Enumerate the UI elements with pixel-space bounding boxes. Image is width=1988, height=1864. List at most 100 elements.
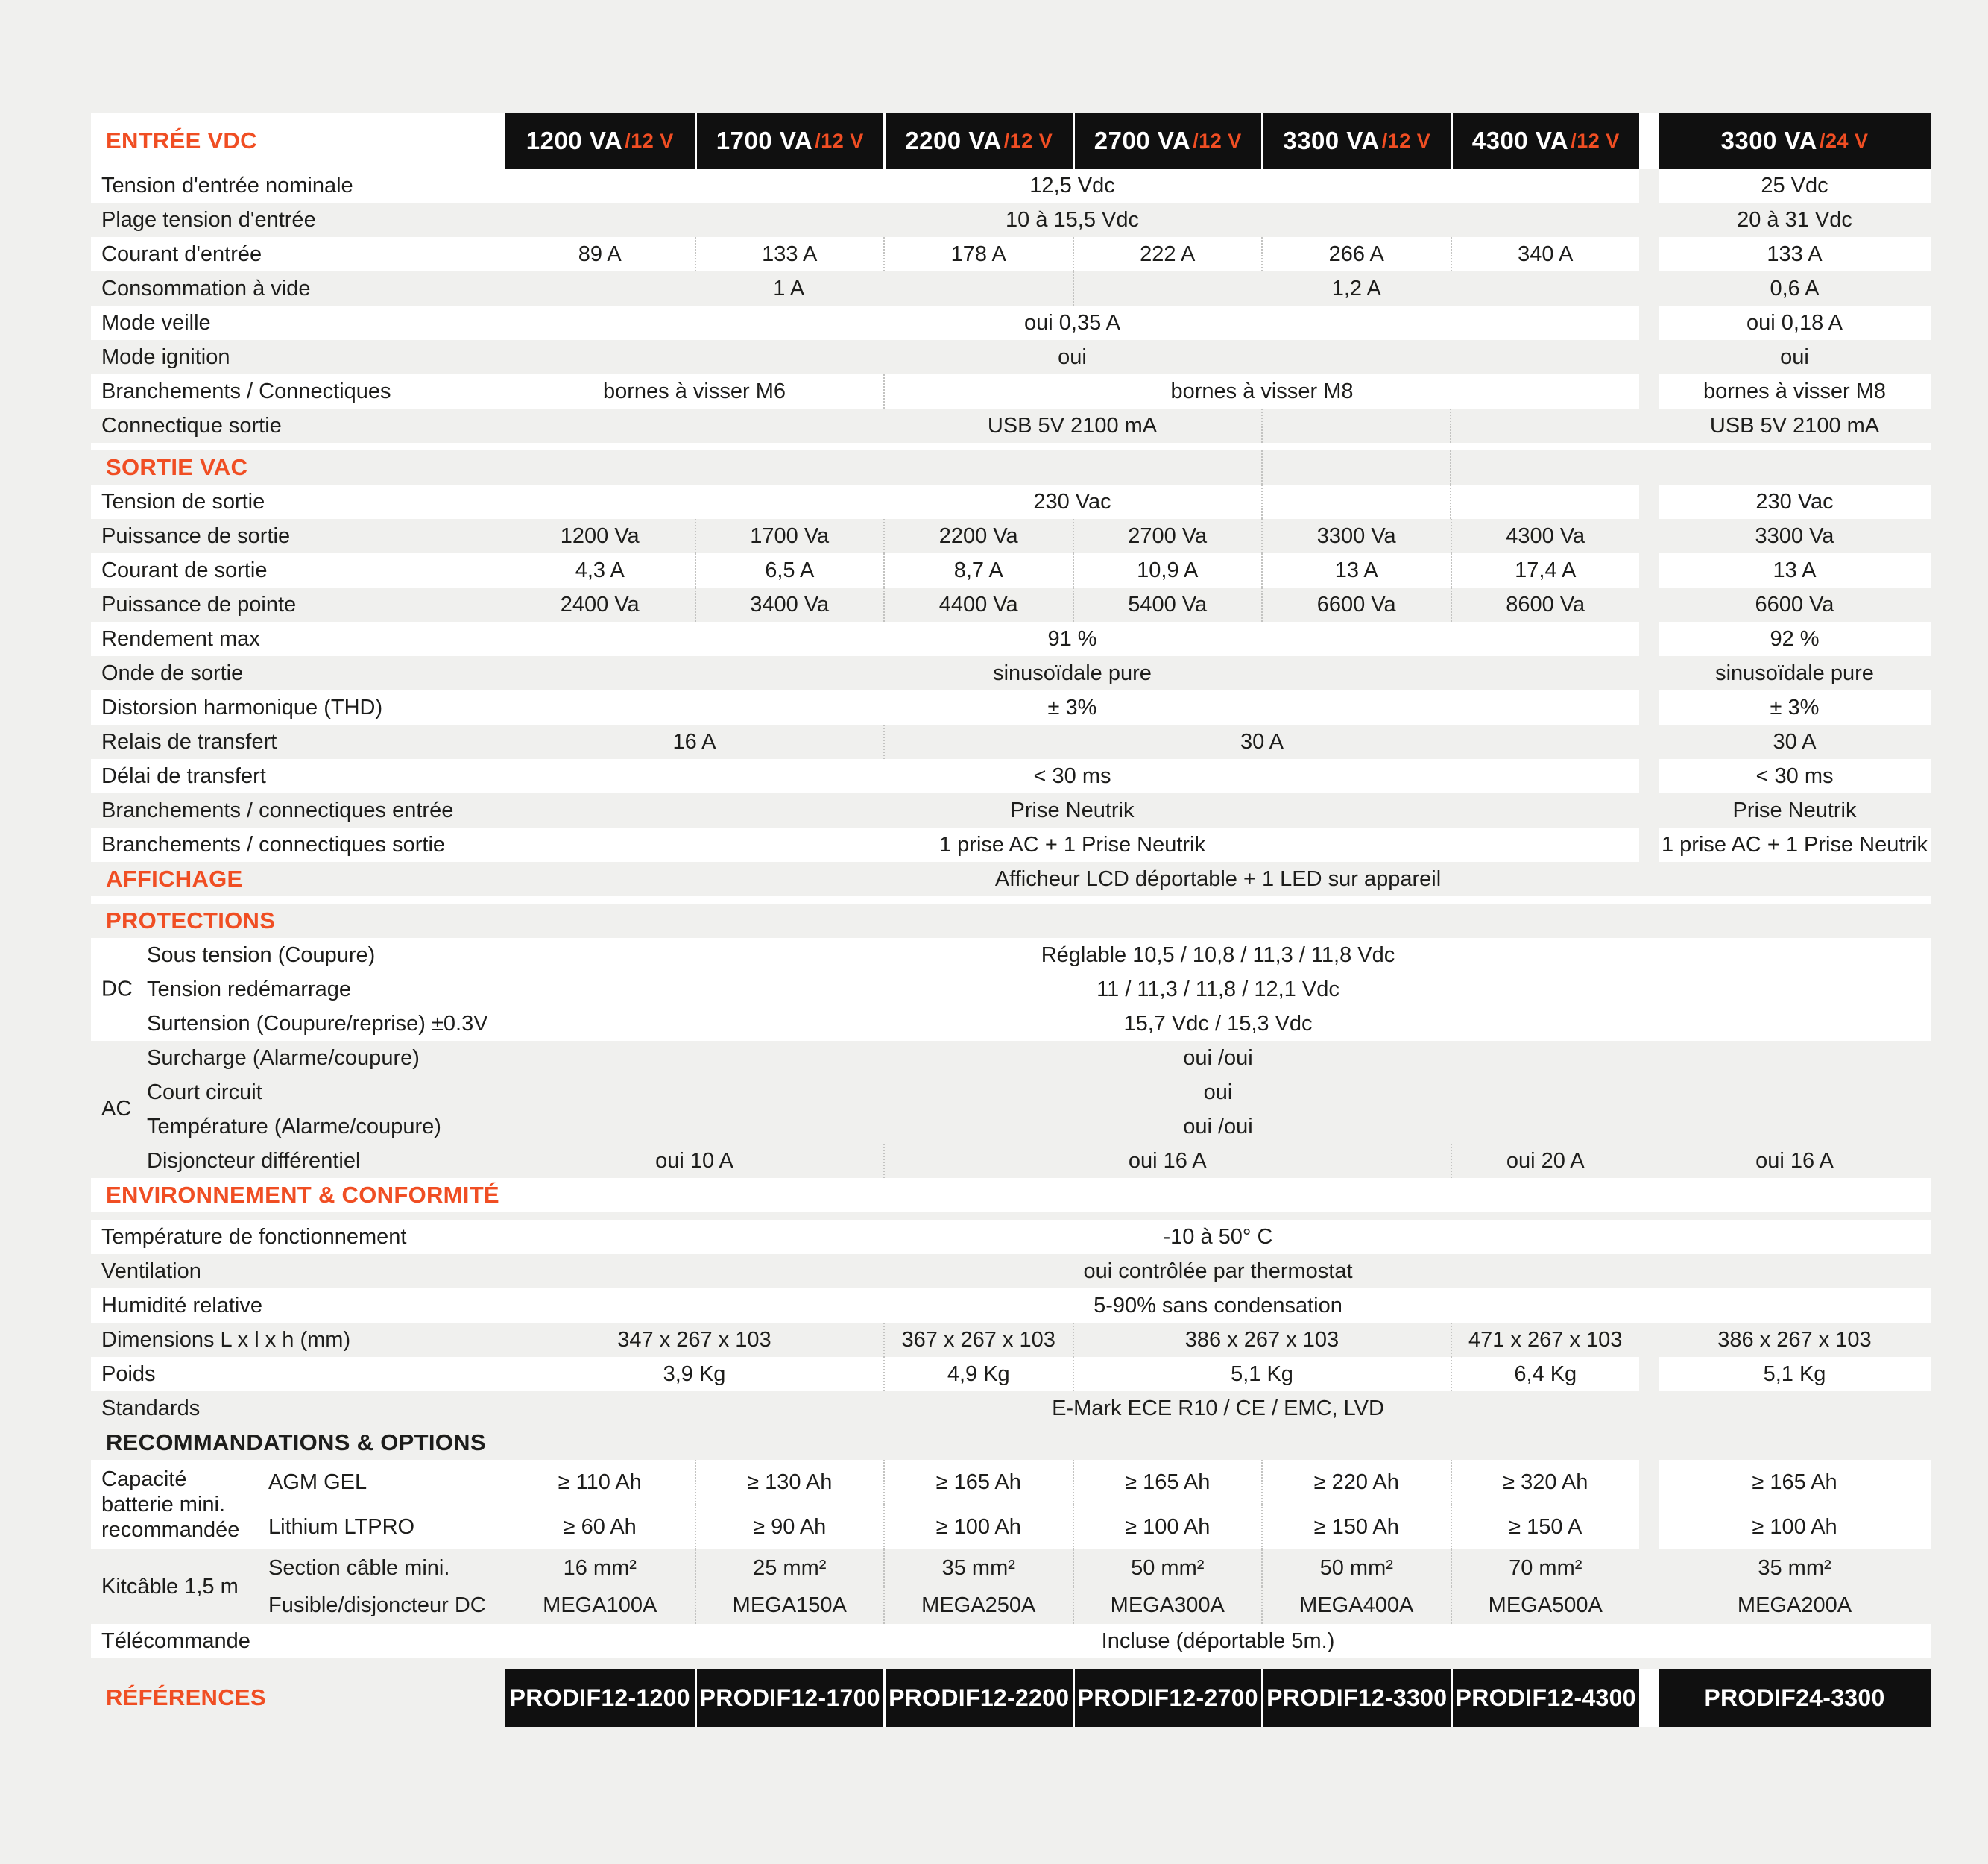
reference-badge: PRODIF12-4300 (1450, 1669, 1639, 1727)
row-label: Puissance de sortie (101, 523, 291, 548)
spec-value: MEGA300A (1072, 1587, 1262, 1624)
spec-row-group: Kitcâble 1,5 m Section câble mini. 16 mm² 2… (91, 1549, 1931, 1624)
model-name: 1200 VA (526, 127, 623, 154)
spec-row: Rendement max 91 % 92 % (91, 622, 1931, 656)
spec-value: 25 mm² (694, 1549, 884, 1587)
spec-value-24v: 1 prise AC + 1 Prise Neutrik (1659, 828, 1931, 862)
spec-row: Dimensions L x l x h (mm) 347 x 267 x 103… (91, 1323, 1931, 1357)
model-voltage: /24 V (1819, 129, 1869, 152)
spec-value-full: E-Mark ECE R10 / CE / EMC, LVD (1052, 1396, 1384, 1420)
section-row: RECOMMANDATIONS & OPTIONS (91, 1426, 1931, 1460)
sub-row-label: Fusible/disjoncteur DC (268, 1593, 486, 1617)
spec-value: 12,5 Vdc (505, 169, 1639, 203)
row-label: Plage tension d'entrée (101, 207, 316, 232)
spec-value-24v: Prise Neutrik (1732, 798, 1857, 822)
spec-value-24v: < 30 ms (1659, 759, 1931, 793)
row-label-cell: Télécommande (91, 1624, 505, 1658)
model-voltage: /12 V (625, 129, 674, 152)
model-header: 4300 VA/12 V (1450, 113, 1639, 169)
model-header: 3300 VA/12 V (1261, 113, 1451, 169)
spec-value: 70 mm² (1450, 1549, 1640, 1587)
section-row: PROTECTIONS (91, 904, 1931, 938)
spec-value: MEGA250A (883, 1587, 1073, 1624)
group-label: Capacité batterie mini. recommandée (91, 1460, 268, 1549)
spec-value-24v: 30 A (1773, 729, 1817, 754)
row-label: Dimensions L x l x h (mm) (101, 1327, 351, 1352)
row-label-cell: Dimensions L x l x h (mm) (91, 1323, 505, 1357)
row-label-cell: Température (Alarme/coupure) (91, 1109, 505, 1144)
spec-value-24v: 20 à 31 Vdc (1737, 207, 1852, 232)
section-header: ENVIRONNEMENT & CONFORMITÉ (106, 1182, 499, 1208)
dotted-separator (1450, 485, 1451, 519)
spec-row: Branchements / Connectiques bornes à viss… (91, 374, 1931, 409)
spec-value-full: 11 / 11,3 / 11,8 / 12,1 Vdc (505, 972, 1931, 1007)
row-label: Puissance de pointe (101, 592, 297, 617)
model-voltage: /12 V (815, 129, 864, 152)
row-label-cell: Branchements / connectiques sortie (91, 828, 505, 862)
spec-value: 6,5 A (694, 553, 883, 588)
row-spacer (91, 896, 1931, 904)
section-header: ENTRÉE VDC (106, 127, 257, 154)
model-voltage: /12 V (1571, 129, 1620, 152)
spec-value-24v: ≥ 165 Ah (1659, 1460, 1931, 1505)
spec-value: oui 10 A (655, 1148, 733, 1173)
spec-value-24v: 25 Vdc (1659, 169, 1931, 203)
model-header: 1700 VA/12 V (694, 113, 883, 169)
spec-value: ≥ 60 Ah (505, 1505, 695, 1549)
spec-row: Court circuit AC oui (91, 1075, 1931, 1121)
spec-row-group: Capacité batterie mini. recommandée AGM G… (91, 1460, 1931, 1549)
model-name: 1700 VA (716, 127, 813, 154)
model-name: 3300 VA (1283, 127, 1380, 154)
row-label-cell: Surcharge (Alarme/coupure) (91, 1041, 505, 1075)
spec-value-24v: 3300 Va (1755, 523, 1834, 548)
row-label: Consommation à vide (101, 276, 311, 300)
spec-value: 50 mm² (1261, 1549, 1451, 1587)
models-header-row: ENTRÉE VDC 1200 VA/12 V 1700 VA/12 V 2200 V… (91, 113, 1931, 169)
spec-row: Délai de transfert < 30 ms < 30 ms (91, 759, 1931, 793)
row-label: Sous tension (Coupure) (147, 942, 376, 967)
spec-value: 1 prise AC + 1 Prise Neutrik (505, 828, 1639, 862)
spec-value-24v: bornes à visser M8 (1659, 374, 1931, 409)
spec-value: 4300 Va (1450, 519, 1640, 553)
spec-value: 4,9 Kg (883, 1357, 1073, 1391)
spec-value: 89 A (505, 237, 695, 271)
spec-row: Puissance de sortie 1200 Va 1700 Va 2200 Va… (91, 519, 1931, 553)
spec-value: 4400 Va (883, 588, 1073, 622)
spec-value-full: -10 à 50° C (505, 1220, 1931, 1254)
spec-value-full: Incluse (déportable 5m.) (505, 1624, 1931, 1658)
row-label-cell: Onde de sortie (91, 656, 505, 690)
spec-value: 2400 Va (560, 592, 640, 617)
spec-value-24v: 13 A (1659, 553, 1931, 588)
spec-value: sinusoïdale pure (993, 661, 1152, 685)
reference-badge: PRODIF12-3300 (1261, 1669, 1451, 1727)
row-label-cell: Standards (91, 1391, 505, 1426)
references-gap (1639, 1669, 1659, 1727)
spec-value: < 30 ms (505, 759, 1639, 793)
row-label-cell: Sous tension (Coupure) (91, 938, 505, 972)
row-label: Télécommande (101, 1628, 250, 1653)
spec-value: ≥ 100 Ah (1072, 1505, 1261, 1549)
spec-value: 3300 Va (1261, 519, 1451, 553)
row-label-cell: Rendement max (91, 622, 505, 656)
spec-value: 16 A (672, 729, 716, 754)
spec-value-24v: oui (1780, 344, 1809, 369)
spec-value: ≥ 130 Ah (694, 1460, 883, 1505)
spec-row: Télécommande Incluse (déportable 5m.) (91, 1624, 1931, 1658)
spec-value: oui 16 A (883, 1144, 1451, 1178)
spec-value: 2700 Va (1072, 519, 1262, 553)
spec-value: 10 à 15,5 Vdc (1006, 207, 1139, 232)
row-label-cell: Puissance de sortie (91, 519, 505, 553)
spec-value: ≥ 150 Ah (1261, 1505, 1451, 1549)
spec-value: oui 20 A (1450, 1144, 1640, 1178)
row-label: Disjoncteur différentiel (147, 1148, 361, 1173)
row-label-cell: Connectique sortie (91, 409, 505, 443)
row-label: Court circuit (147, 1080, 262, 1104)
spec-row: Disjoncteur différentiel oui 10 A oui 16 A… (91, 1144, 1931, 1178)
row-label: Humidité relative (101, 1293, 262, 1317)
spec-value: 35 mm² (883, 1549, 1073, 1587)
spec-value: 347 x 267 x 103 (617, 1327, 771, 1352)
spec-value-full: oui contrôlée par thermostat (1083, 1259, 1353, 1283)
model-header: 1200 VA/12 V (505, 113, 695, 169)
section-row: ENVIRONNEMENT & CONFORMITÉ (91, 1178, 1931, 1212)
spec-row: Branchements / connectiques entrée Prise … (91, 793, 1931, 828)
